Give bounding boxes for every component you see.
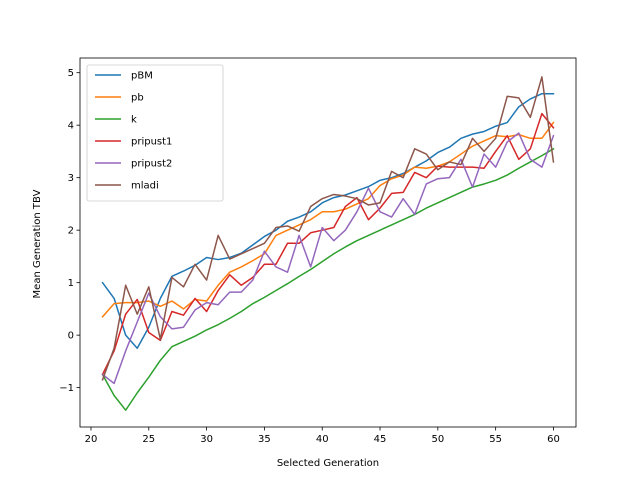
series-line-pripust2 [101, 132, 555, 385]
y-tick-label: 4 [68, 121, 74, 132]
legend-label-pripust1: pripust1 [131, 137, 172, 148]
x-tick-label: 50 [431, 434, 444, 445]
plot-area-frame [79, 57, 577, 428]
series-line-pb [101, 121, 555, 318]
x-axis-label: Selected Generation [277, 458, 379, 469]
series-line-k [101, 147, 555, 411]
x-tick-label: 35 [258, 434, 271, 445]
x-tick-label: 25 [142, 434, 155, 445]
legend-label-pb: pb [131, 93, 144, 104]
legend: pBM pb k pripust1 pripust2 mladi [86, 64, 224, 202]
legend-label-k: k [131, 115, 137, 126]
series-line-pripust1 [101, 112, 555, 376]
y-tick-label: 1 [68, 278, 74, 289]
x-axis-ticks: 20 25 30 35 40 45 50 55 60 [85, 427, 560, 445]
series-line-pBM [101, 92, 555, 350]
x-tick-label: 40 [316, 434, 329, 445]
y-axis-label: Mean Generation TBV [32, 189, 43, 298]
y-tick-label: 5 [68, 68, 74, 79]
legend-label-pripust2: pripust2 [131, 159, 172, 170]
y-tick-label: 3 [68, 173, 74, 184]
y-tick-label: −1 [59, 383, 74, 394]
y-axis-ticks: −1 0 1 2 3 4 5 [59, 68, 80, 394]
legend-box [86, 64, 224, 202]
legend-label-pBM: pBM [131, 71, 153, 82]
series-lines [101, 76, 555, 411]
x-tick-label: 20 [85, 434, 98, 445]
series-line-mladi [101, 76, 555, 381]
x-tick-label: 55 [489, 434, 502, 445]
x-tick-label: 30 [200, 434, 213, 445]
legend-label-mladi: mladi [131, 181, 159, 192]
y-tick-label: 2 [68, 226, 74, 237]
y-tick-label: 0 [68, 331, 74, 342]
x-tick-label: 60 [547, 434, 560, 445]
x-tick-label: 45 [374, 434, 387, 445]
